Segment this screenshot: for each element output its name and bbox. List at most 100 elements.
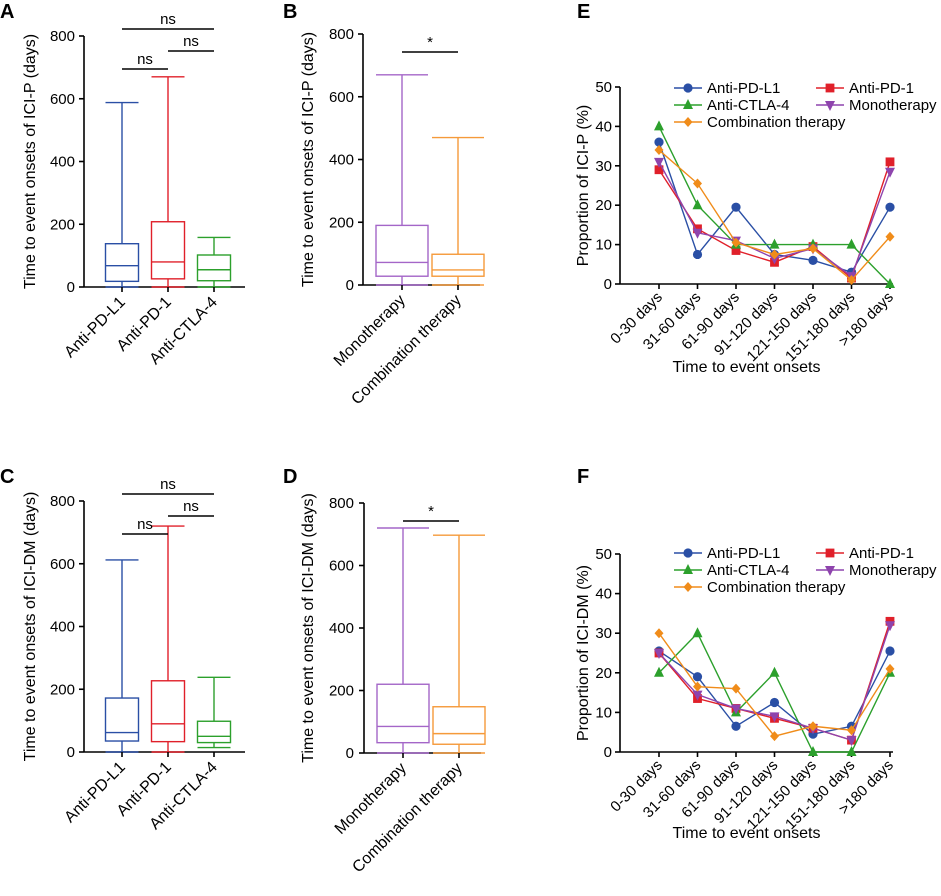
y-tick-label: 800 <box>50 493 75 510</box>
legend-label: Anti-PD-1 <box>849 80 914 97</box>
y-tick-label: 400 <box>50 619 75 636</box>
panel-label: A <box>0 1 14 23</box>
box-anti-ctla-4 <box>196 236 232 288</box>
data-point <box>654 157 664 168</box>
legend-marker <box>683 99 693 109</box>
y-axis-title: Proportion of ICI-DM (%) <box>575 565 592 741</box>
y-tick-label: 20 <box>595 197 612 214</box>
legend-marker <box>683 564 693 574</box>
y-axis-title: Time to event onsets of ICI-P (days) <box>22 34 39 289</box>
y-tick-label: 200 <box>329 683 354 700</box>
y-tick-label: 800 <box>50 28 75 45</box>
panel-D: 0 200 400 600 800 Time to event onsets of ICI… <box>283 466 486 876</box>
significance-label: ns <box>160 476 176 493</box>
series-anti-pd-1 <box>654 616 895 745</box>
data-point <box>885 167 895 178</box>
significance-label: ns <box>137 516 153 533</box>
legend: Anti-PD-L1 Anti-PD-1 Anti-CTLA-4 Monotherap… <box>674 545 937 596</box>
significance-label: ns <box>183 33 199 50</box>
y-axis-title: Time to event onsets of ICI-P (days) <box>300 32 317 287</box>
y-tick-label: 0 <box>604 744 612 761</box>
data-point <box>693 681 702 692</box>
data-point <box>769 712 780 723</box>
panel-C: 0 200 400 600 800 Time to event onsets of ICI… <box>0 466 245 833</box>
x-tick-label: Anti-PD-L1 <box>61 294 128 361</box>
data-point <box>692 690 703 701</box>
data-point <box>885 663 895 674</box>
legend: Anti-PD-L1 Anti-PD-1 Anti-CTLA-4 Monotherap… <box>674 80 937 131</box>
box-anti-pd-l1 <box>104 559 140 753</box>
legend-label: Anti-CTLA-4 <box>707 562 790 579</box>
legend-marker <box>683 117 693 127</box>
data-point <box>847 275 856 286</box>
y-tick-label: 200 <box>50 681 75 698</box>
panel-label: B <box>283 1 297 23</box>
box-iqr <box>196 720 232 744</box>
data-point <box>808 255 818 265</box>
box-iqr <box>375 224 429 277</box>
x-axis-title: Time to event onsets <box>673 359 821 376</box>
box-anti-pd-1 <box>150 76 186 288</box>
data-point <box>731 721 741 731</box>
data-point <box>693 178 702 189</box>
legend-label: Anti-CTLA-4 <box>707 97 790 114</box>
data-point <box>808 243 818 254</box>
data-point <box>654 628 664 639</box>
data-point <box>731 237 741 248</box>
y-tick-label: 30 <box>595 625 612 642</box>
data-point <box>731 704 741 715</box>
y-tick-label: 400 <box>329 620 354 637</box>
y-tick-label: 10 <box>595 237 612 254</box>
y-tick-label: 0 <box>346 745 354 762</box>
y-tick-label: 20 <box>595 665 612 682</box>
data-point <box>654 120 664 131</box>
box-combination-therapy <box>432 534 486 754</box>
data-point <box>846 746 857 756</box>
y-tick-label: 600 <box>329 558 354 575</box>
y-tick-label: 400 <box>329 152 354 169</box>
box-anti-ctla-4 <box>196 676 232 749</box>
box-iqr <box>104 697 140 742</box>
series-combination-therapy <box>654 628 895 742</box>
y-tick-label: 600 <box>50 556 75 573</box>
y-tick-label: 600 <box>50 91 75 108</box>
series-combination-therapy <box>654 145 895 286</box>
legend-label: Combination therapy <box>707 114 846 131</box>
box-anti-pd-l1 <box>104 101 140 288</box>
legend-marker <box>825 83 835 93</box>
significance-label: * <box>427 34 433 51</box>
y-tick-label: 50 <box>595 79 612 96</box>
series-anti-pd-l1 <box>654 646 895 739</box>
data-point <box>731 683 741 694</box>
data-point <box>769 697 780 708</box>
data-point <box>769 666 780 677</box>
significance-label: ns <box>137 51 153 68</box>
panel-A: 0 200 400 600 800 Time to event onsets of ICI… <box>0 1 245 368</box>
legend-marker <box>825 566 835 576</box>
legend-marker <box>825 548 835 558</box>
data-point <box>808 746 818 756</box>
y-tick-label: 600 <box>329 89 354 106</box>
data-point <box>885 278 895 288</box>
legend-label: Monotherapy <box>849 562 937 579</box>
legend-marker <box>825 101 835 111</box>
y-tick-label: 50 <box>595 546 612 563</box>
data-point <box>769 238 780 249</box>
box-iqr <box>431 253 485 277</box>
data-point <box>654 649 664 659</box>
y-tick-label: 800 <box>329 495 354 512</box>
data-point <box>885 157 895 167</box>
legend-label: Anti-PD-L1 <box>707 80 780 97</box>
data-point <box>847 725 856 736</box>
panel-label: D <box>283 466 297 488</box>
data-point <box>846 736 857 747</box>
data-point <box>731 246 741 255</box>
x-axis-title: Time to event onsets <box>673 825 821 842</box>
x-tick-label: Combination therapy <box>348 292 464 408</box>
legend-marker <box>683 83 693 93</box>
y-tick-label: 0 <box>346 277 354 294</box>
panel-label: C <box>0 466 14 488</box>
significance-label: ns <box>160 11 176 28</box>
